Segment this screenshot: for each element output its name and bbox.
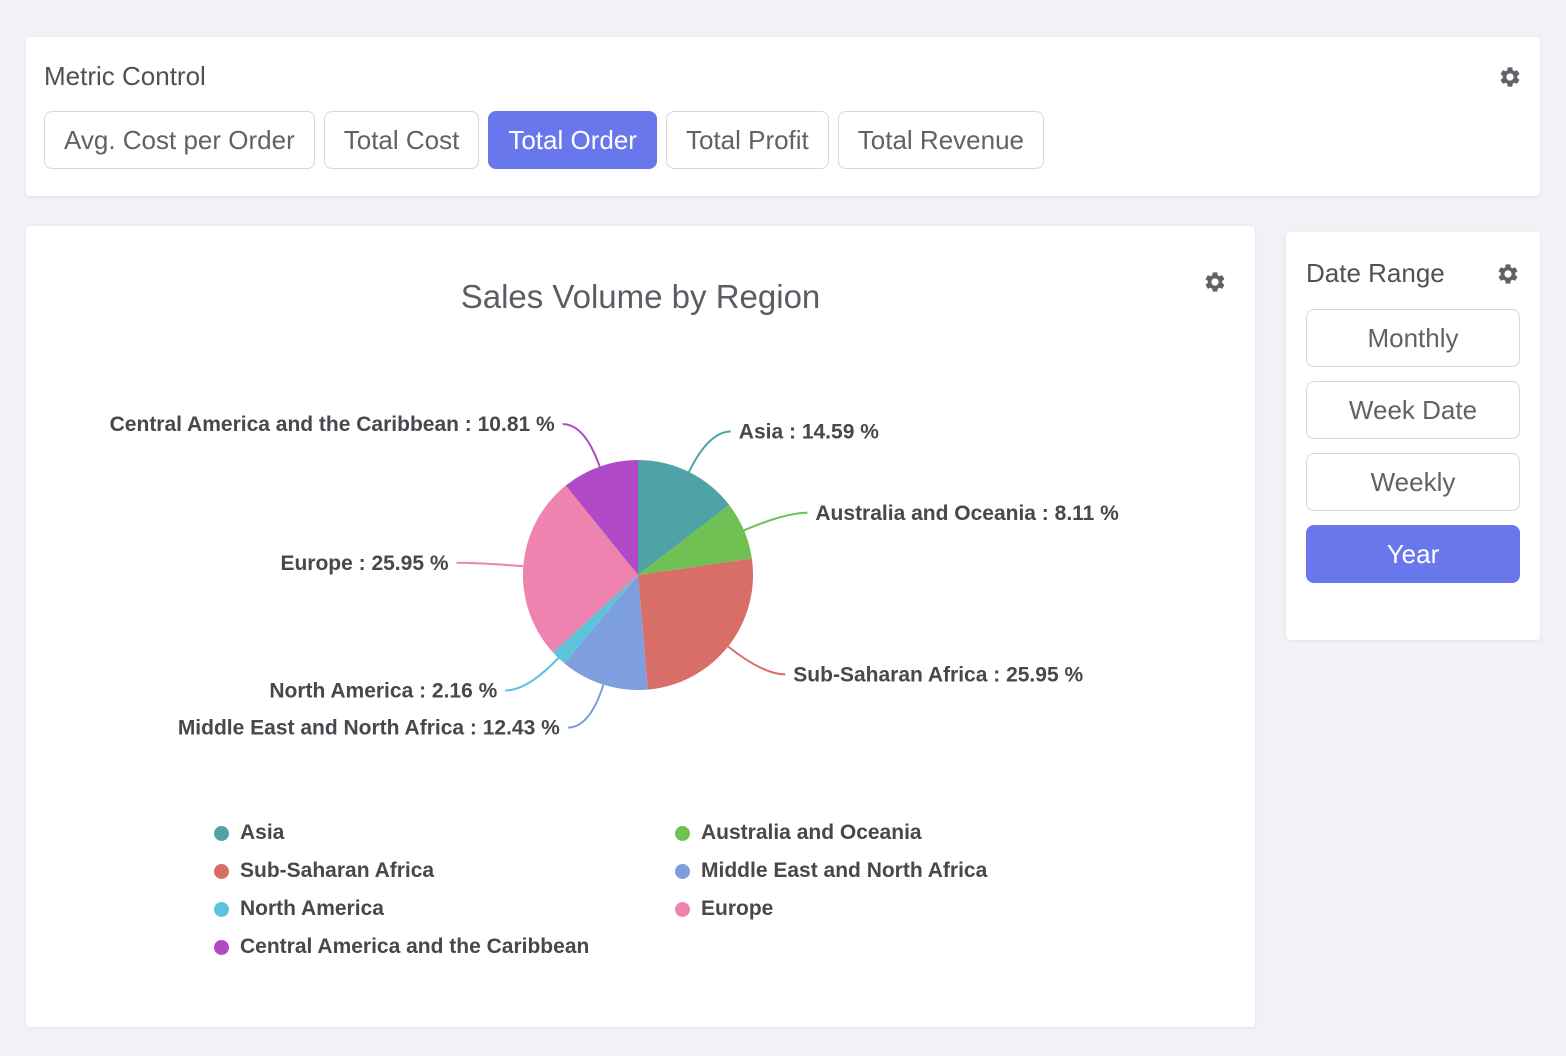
date-range-button-week-date[interactable]: Week Date xyxy=(1306,381,1520,439)
sales-volume-chart-panel: Sales Volume by Region Asia : 14.59 %Aus… xyxy=(26,226,1255,1027)
legend-label: Asia xyxy=(240,821,284,845)
metric-button-avg-cost-per-order[interactable]: Avg. Cost per Order xyxy=(44,111,315,169)
date-range-header: Date Range xyxy=(1306,258,1520,289)
date-range-panel: Date Range Monthly Week Date Weekly Year xyxy=(1286,232,1540,640)
legend-item-sub-saharan-africa[interactable]: Sub-Saharan Africa xyxy=(214,852,589,890)
pie-label-line-north-america xyxy=(505,658,558,691)
pie-label-line-middle-east-and-north-africa xyxy=(568,685,604,728)
legend-label: Australia and Oceania xyxy=(701,821,922,845)
pie-label-central-america-and-the-caribbean: Central America and the Caribbean : 10.8… xyxy=(110,413,555,436)
pie-label-line-asia xyxy=(689,432,731,472)
legend-dot-icon xyxy=(214,940,229,955)
pie-label-europe: Europe : 25.95 % xyxy=(280,552,448,575)
date-range-button-year[interactable]: Year xyxy=(1306,525,1520,583)
legend-dot-icon xyxy=(214,864,229,879)
pie-chart: Asia : 14.59 % Australia and Oceania : 8.… xyxy=(26,226,1255,806)
legend-column-1: Asia Sub-Saharan Africa North America Centr… xyxy=(214,814,589,966)
legend-label: Sub-Saharan Africa xyxy=(240,859,434,883)
pie-label-line-europe xyxy=(457,563,524,566)
metric-control-panel: Metric Control Avg. Cost per OrderTotal … xyxy=(26,37,1540,196)
legend-item-australia-and-oceania[interactable]: Australia and Oceania xyxy=(675,814,987,852)
legend-item-middle-east-and-north-africa[interactable]: Middle East and North Africa xyxy=(675,852,987,890)
legend-dot-icon xyxy=(214,826,229,841)
pie-label-australia-and-oceania: Australia and Oceania : 8.11 % xyxy=(815,502,1119,525)
legend-label: North America xyxy=(240,897,384,921)
legend-column-2: Australia and Oceania Middle East and Nor… xyxy=(675,814,987,928)
pie-slice-sub-saharan-africa[interactable] xyxy=(638,558,753,689)
pie-label-north-america: North America : 2.16 % xyxy=(269,680,497,703)
date-range-button-weekly[interactable]: Weekly xyxy=(1306,453,1520,511)
pie-label-line-australia-and-oceania xyxy=(744,513,807,531)
legend-dot-icon xyxy=(675,864,690,879)
legend-dot-icon xyxy=(214,902,229,917)
legend-label: Central America and the Caribbean xyxy=(240,935,589,959)
metric-button-total-cost[interactable]: Total Cost xyxy=(324,111,480,169)
metric-control-header: Metric Control xyxy=(44,61,1522,92)
metric-button-total-order[interactable]: Total Order xyxy=(488,111,657,169)
metric-button-total-revenue[interactable]: Total Revenue xyxy=(838,111,1044,169)
legend-label: Europe xyxy=(701,897,773,921)
pie-label-line-central-america-and-the-caribbean xyxy=(563,424,600,467)
date-range-title: Date Range xyxy=(1306,258,1445,289)
pie-label-asia: Asia : 14.59 % xyxy=(739,421,879,444)
gear-icon[interactable] xyxy=(1498,65,1522,89)
legend-item-europe[interactable]: Europe xyxy=(675,890,987,928)
metric-button-total-profit[interactable]: Total Profit xyxy=(666,111,829,169)
legend-dot-icon xyxy=(675,826,690,841)
pie-label-middle-east-and-north-africa: Middle East and North Africa : 12.43 % xyxy=(178,717,560,740)
legend-item-asia[interactable]: Asia xyxy=(214,814,589,852)
legend-label: Middle East and North Africa xyxy=(701,859,987,883)
metric-buttons-row: Avg. Cost per OrderTotal CostTotal Order… xyxy=(44,111,1522,169)
pie-label-sub-saharan-africa: Sub-Saharan Africa : 25.95 % xyxy=(793,663,1083,686)
gear-icon[interactable] xyxy=(1496,262,1520,286)
legend-item-central-america-and-the-caribbean[interactable]: Central America and the Caribbean xyxy=(214,928,589,966)
metric-control-title: Metric Control xyxy=(44,61,206,92)
legend-item-north-america[interactable]: North America xyxy=(214,890,589,928)
pie-label-line-sub-saharan-africa xyxy=(728,647,785,675)
legend-dot-icon xyxy=(675,902,690,917)
date-range-button-monthly[interactable]: Monthly xyxy=(1306,309,1520,367)
date-range-buttons: Monthly Week Date Weekly Year xyxy=(1306,309,1520,583)
